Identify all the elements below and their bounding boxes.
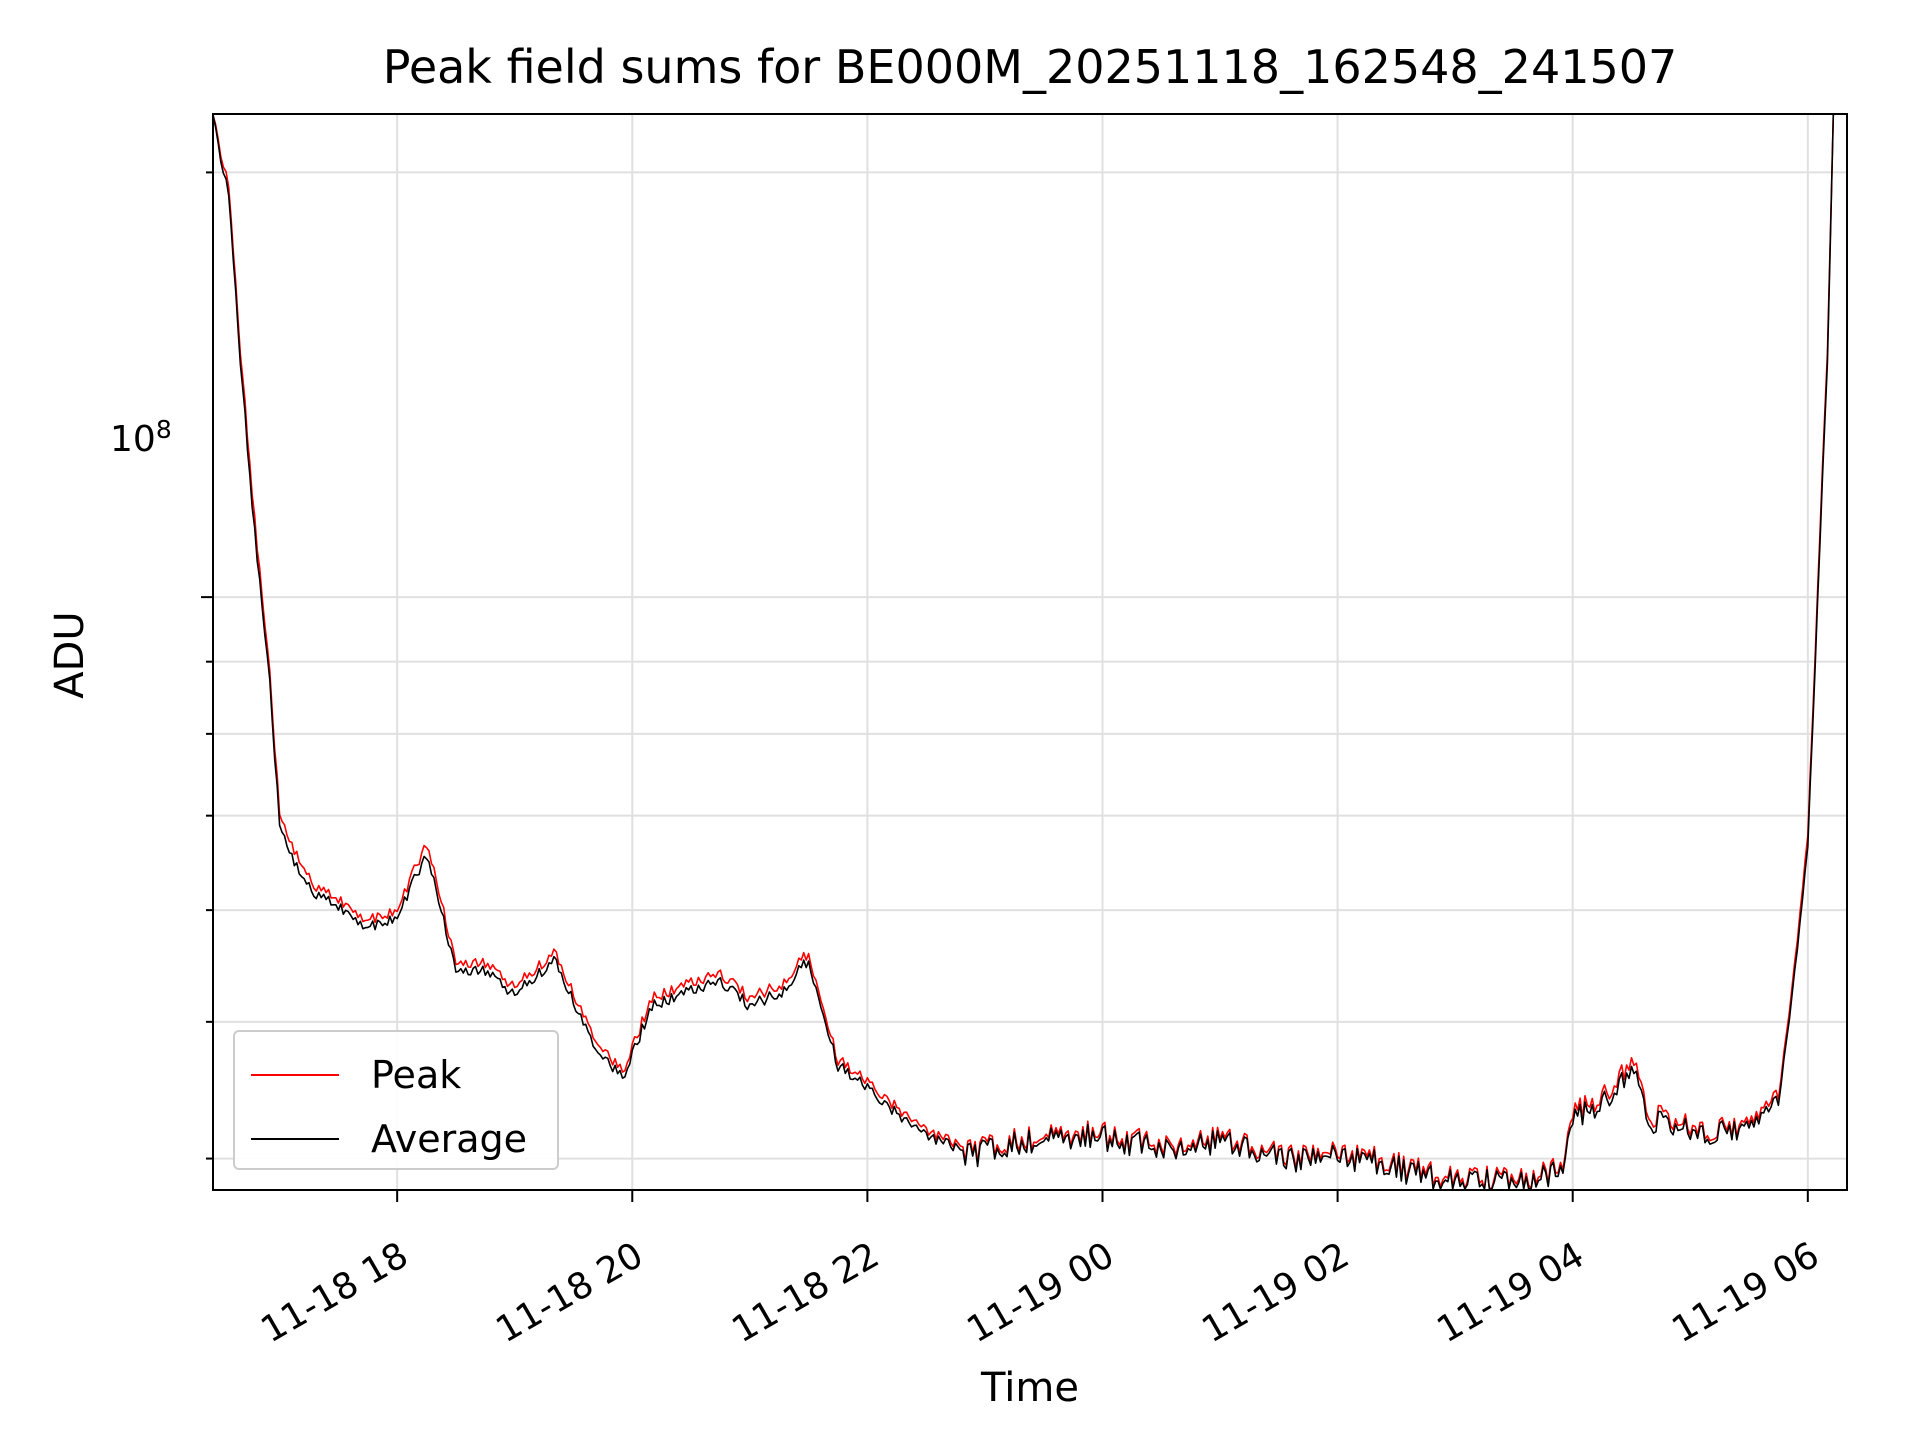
y-tick-label: 108 <box>110 415 172 460</box>
series-lines <box>212 114 1835 1190</box>
x-axis-label: Time <box>981 1365 1079 1411</box>
legend-label-peak: Peak <box>371 1053 462 1097</box>
legend-swatch-peak <box>251 1074 339 1076</box>
y-axis-label: ADU <box>47 611 93 699</box>
legend-swatch-average <box>251 1138 339 1140</box>
plot-area <box>213 114 1847 1190</box>
legend-label-average: Average <box>371 1117 528 1161</box>
legend-entry-peak: Peak <box>251 1052 461 1098</box>
series-line-average <box>212 114 1835 1190</box>
series-line-peak <box>212 114 1835 1190</box>
legend-entry-average: Average <box>251 1116 527 1162</box>
legend: Peak Average <box>233 1030 559 1170</box>
chart-title: Peak field sums for BE000M_20251118_1625… <box>382 40 1678 94</box>
grid-lines <box>213 114 1847 1190</box>
plot-frame <box>212 113 1848 1191</box>
axis-ticks <box>201 171 1809 1202</box>
